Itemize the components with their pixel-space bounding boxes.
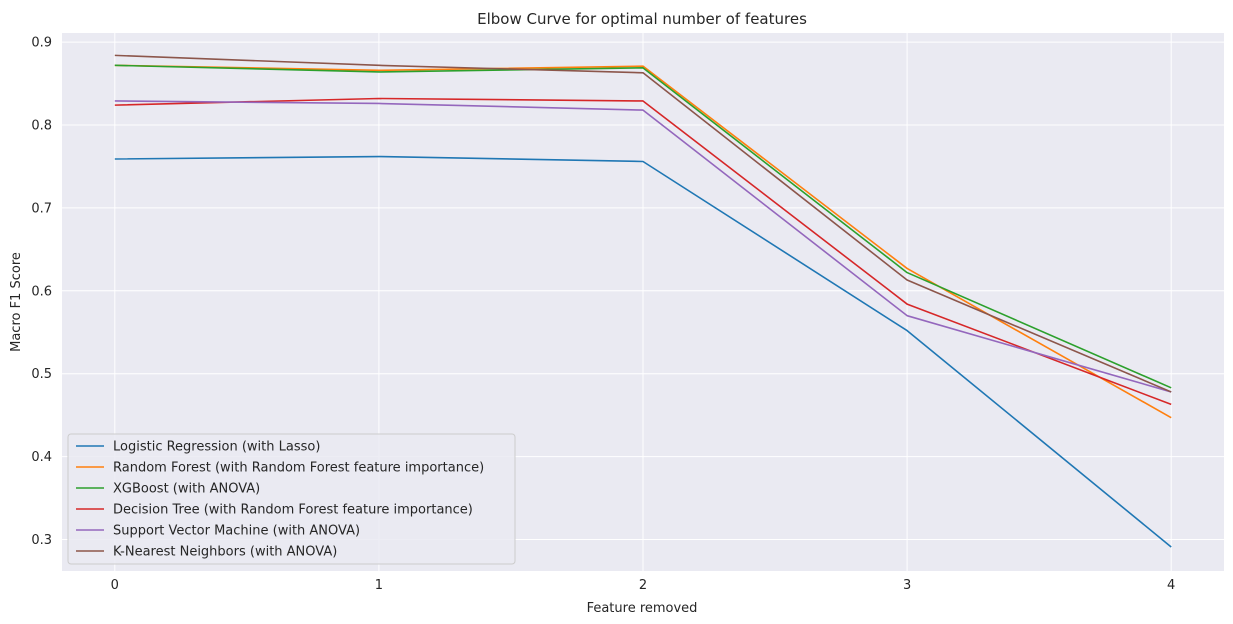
legend: Logistic Regression (with Lasso) Random F… — [67, 433, 516, 565]
y-tick-label: 0.9 — [31, 36, 52, 51]
y-tick-label: 0.3 — [31, 533, 52, 548]
x-tick-label: 2 — [639, 578, 647, 593]
series-line-1 — [114, 155, 1172, 548]
y-tick-label: 0.7 — [31, 201, 52, 216]
series-line-5 — [114, 100, 1172, 393]
x-tick-label: 1 — [375, 578, 383, 593]
y-tick-labels: 0.3 0.4 0.5 0.6 0.7 0.8 0.9 — [31, 36, 52, 548]
series-line-6 — [114, 54, 1172, 393]
x-tick-label: 3 — [903, 578, 911, 593]
y-tick-label: 0.4 — [31, 450, 52, 465]
y-tick-label: 0.8 — [31, 119, 52, 134]
y-tick-label: 0.5 — [31, 367, 52, 382]
x-tick-label: 0 — [111, 578, 119, 593]
legend-label: K-Nearest Neighbors (with ANOVA) — [113, 545, 337, 560]
x-tick-labels: 0 1 2 3 4 — [111, 578, 1176, 593]
series-line-3 — [114, 64, 1172, 389]
x-tick-label: 4 — [1167, 578, 1175, 593]
series-lines — [114, 54, 1172, 548]
legend-label: Random Forest (with Random Forest featur… — [113, 461, 484, 476]
grid — [62, 33, 1224, 571]
y-axis-label: Macro F1 Score — [9, 252, 24, 352]
y-tick-label: 0.6 — [31, 284, 52, 299]
x-axis-label: Feature removed — [587, 601, 698, 616]
series-line-4 — [114, 97, 1172, 406]
legend-label: Logistic Regression (with Lasso) — [113, 440, 320, 455]
chart-title: Elbow Curve for optimal number of featur… — [477, 10, 807, 28]
legend-label: Decision Tree (with Random Forest featur… — [113, 503, 473, 518]
legend-label: Support Vector Machine (with ANOVA) — [113, 524, 360, 539]
legend-label: XGBoost (with ANOVA) — [113, 482, 260, 497]
legend-box — [67, 433, 516, 565]
